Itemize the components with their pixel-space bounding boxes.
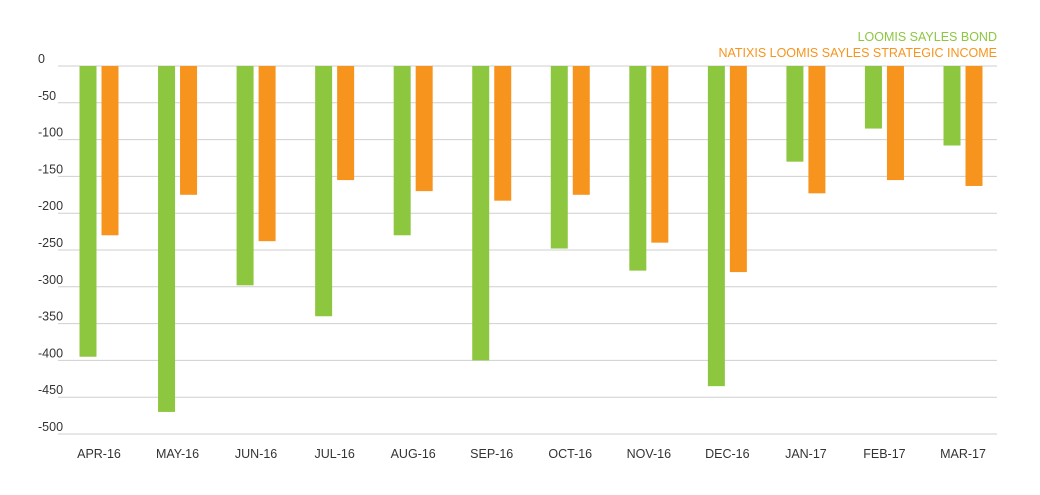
y-tick-label: -300 — [38, 273, 63, 287]
bar-loomis-sayles-bond — [79, 66, 97, 357]
y-tick-label: -200 — [38, 199, 63, 213]
bar-loomis-sayles-bond — [315, 66, 333, 317]
x-tick-label: JAN-17 — [785, 447, 827, 461]
bar-natixis-strategic-income — [101, 66, 119, 236]
bar-loomis-sayles-bond — [786, 66, 804, 162]
bar-natixis-strategic-income — [337, 66, 355, 181]
y-tick-label: 0 — [38, 52, 45, 66]
bar-natixis-strategic-income — [572, 66, 590, 195]
bar-loomis-sayles-bond — [629, 66, 647, 271]
x-tick-label: OCT-16 — [548, 447, 592, 461]
bar-loomis-sayles-bond — [550, 66, 568, 249]
bar-natixis-strategic-income — [729, 66, 747, 273]
legend: LOOMIS SAYLES BOND NATIXIS LOOMIS SAYLES… — [718, 30, 997, 60]
x-tick-label: APR-16 — [77, 447, 121, 461]
y-tick-label: -400 — [38, 346, 63, 360]
y-tick-label: -50 — [38, 89, 56, 103]
bars — [79, 66, 983, 412]
x-tick-label: AUG-16 — [391, 447, 436, 461]
legend-label-loomis-sayles-bond: LOOMIS SAYLES BOND — [858, 30, 997, 44]
x-tick-label: MAY-16 — [156, 447, 199, 461]
gridlines — [58, 65, 997, 435]
bar-loomis-sayles-bond — [236, 66, 254, 286]
y-tick-label: -100 — [38, 126, 63, 140]
x-tick-label: FEB-17 — [863, 447, 905, 461]
bar-loomis-sayles-bond — [158, 66, 176, 412]
x-tick-label: JUL-16 — [314, 447, 354, 461]
y-tick-label: -500 — [38, 420, 63, 434]
legend-label-natixis-strategic-income: NATIXIS LOOMIS SAYLES STRATEGIC INCOME — [718, 46, 997, 60]
bar-natixis-strategic-income — [808, 66, 826, 194]
y-axis-tick-labels: 0 -50 -100 -150 -200 -250 -300 -350 -400 -450 -500 — [38, 52, 63, 434]
bar-natixis-strategic-income — [886, 66, 904, 181]
y-tick-label: -250 — [38, 236, 63, 250]
y-tick-label: -450 — [38, 383, 63, 397]
x-axis-tick-labels: APR-16 MAY-16 JUN-16 JUL-16 AUG-16 SEP-16 OCT-… — [77, 447, 986, 461]
x-tick-label: SEP-16 — [470, 447, 513, 461]
x-tick-label: MAR-17 — [940, 447, 986, 461]
bar-natixis-strategic-income — [494, 66, 512, 201]
bar-natixis-strategic-income — [651, 66, 669, 243]
y-tick-label: -150 — [38, 162, 63, 176]
bar-natixis-strategic-income — [415, 66, 433, 192]
x-tick-label: JUN-16 — [235, 447, 277, 461]
bar-loomis-sayles-bond — [864, 66, 882, 129]
bar-loomis-sayles-bond — [393, 66, 411, 236]
bar-natixis-strategic-income — [180, 66, 198, 195]
bar-loomis-sayles-bond — [943, 66, 961, 146]
bar-loomis-sayles-bond — [472, 66, 490, 361]
bar-natixis-strategic-income — [258, 66, 276, 242]
y-tick-label: -350 — [38, 310, 63, 324]
x-tick-label: DEC-16 — [705, 447, 750, 461]
bar-natixis-strategic-income — [965, 66, 983, 186]
bar-loomis-sayles-bond — [707, 66, 725, 387]
x-tick-label: NOV-16 — [627, 447, 672, 461]
